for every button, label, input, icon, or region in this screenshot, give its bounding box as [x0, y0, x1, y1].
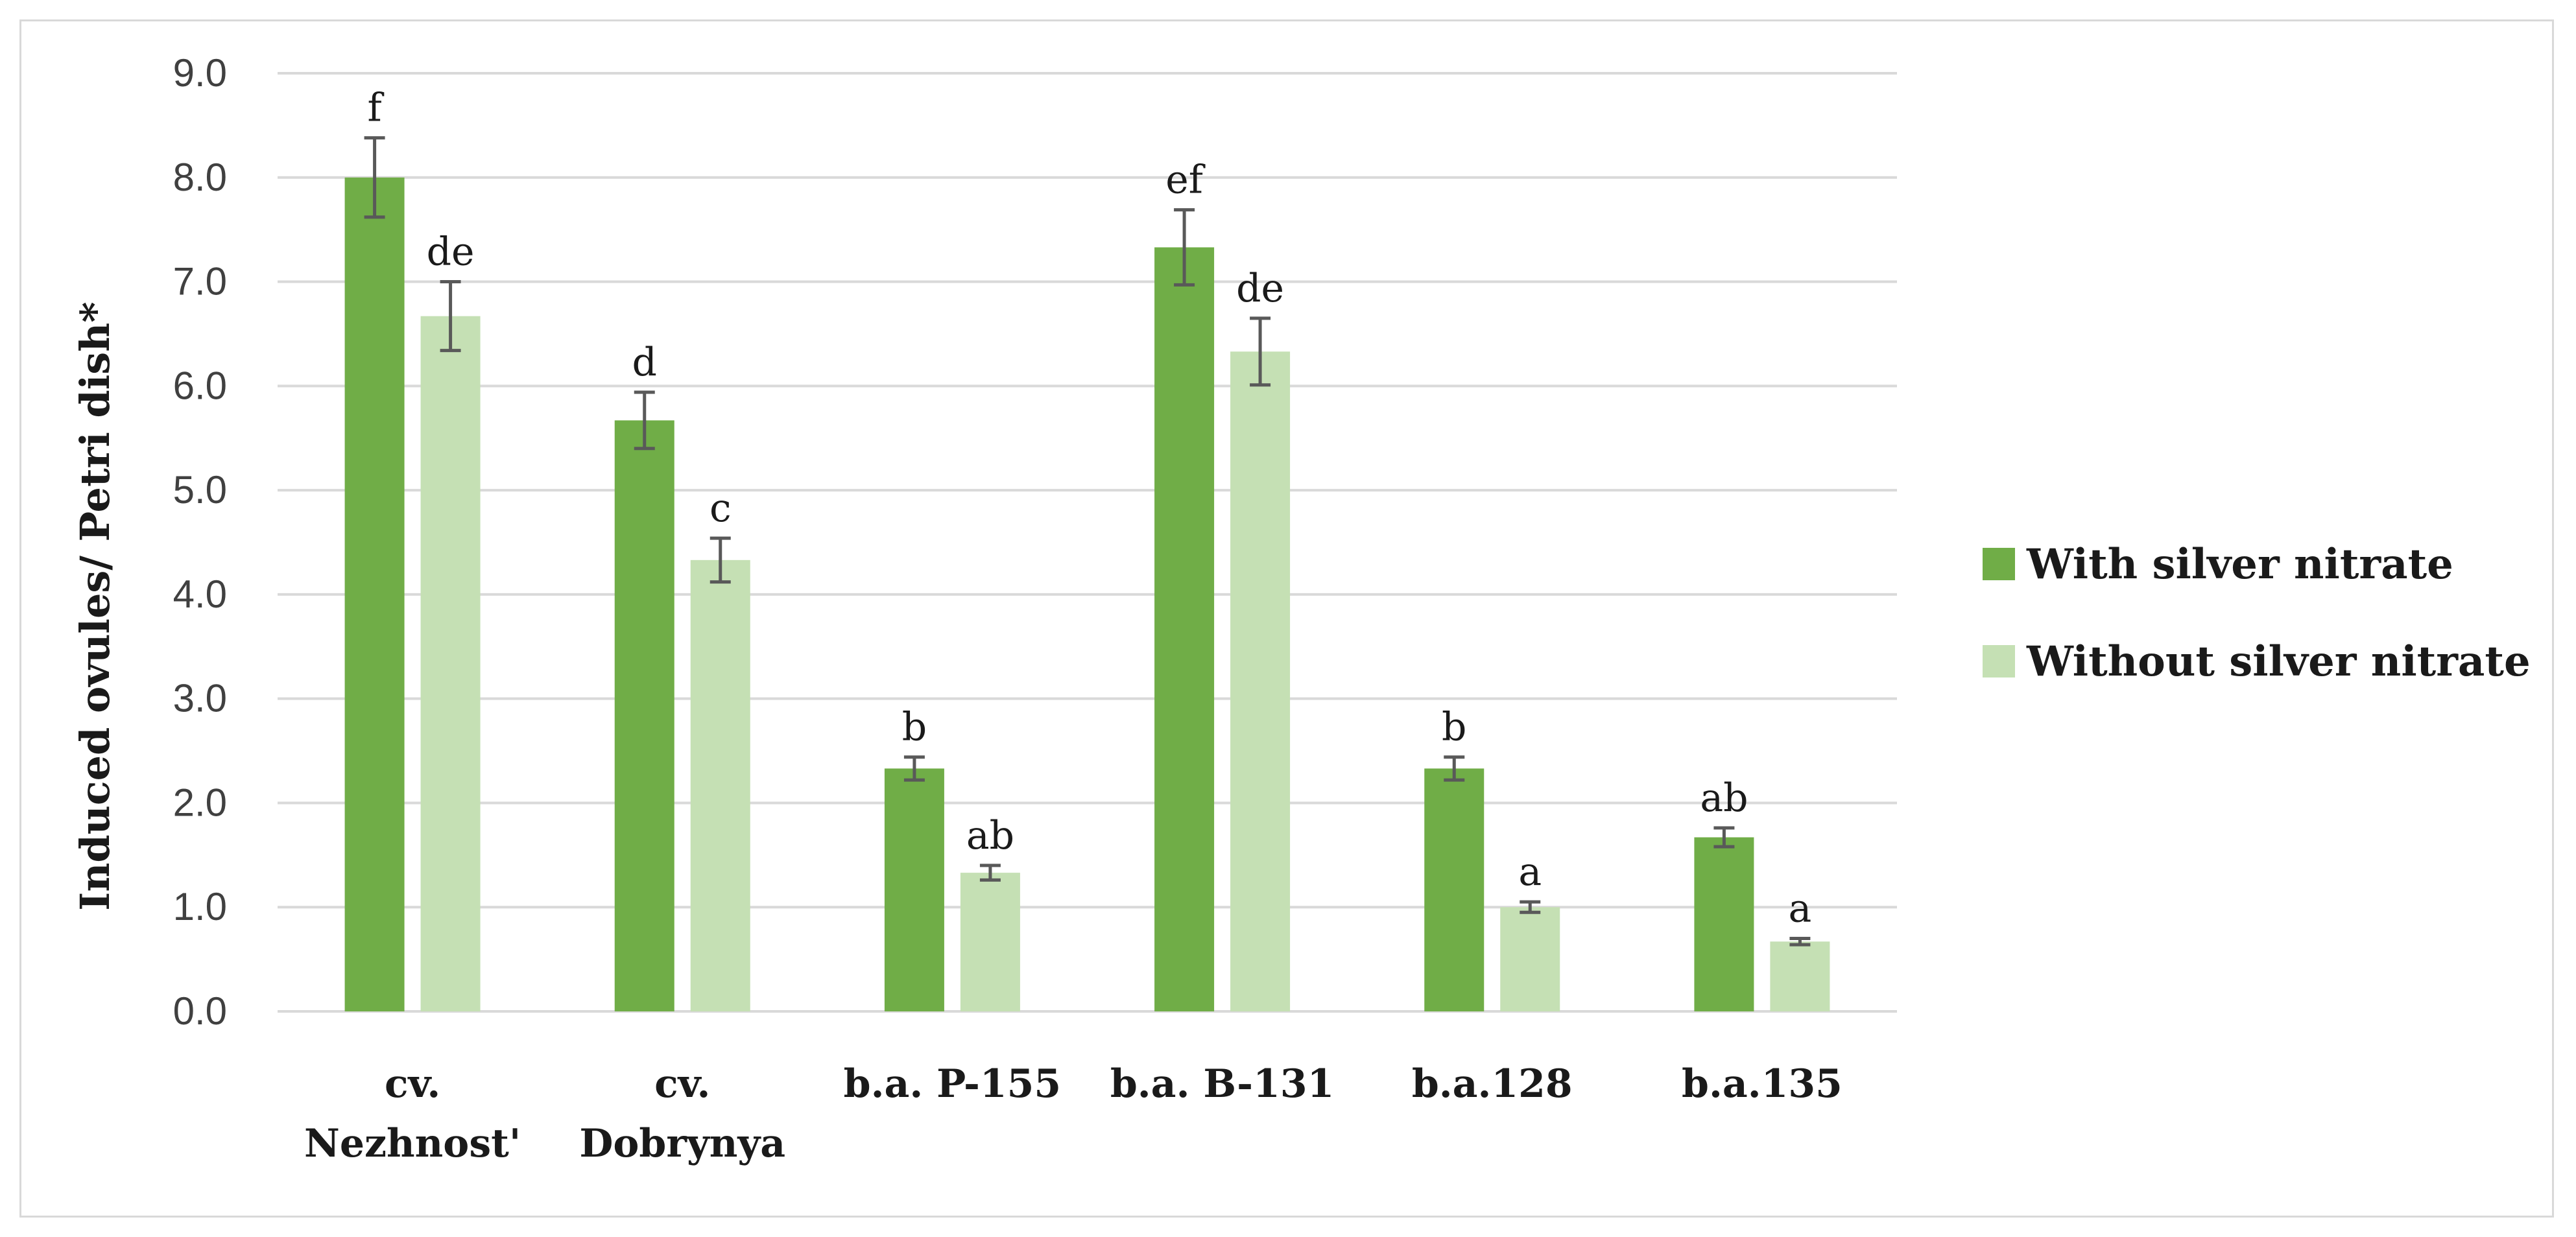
- error-bars: [364, 136, 1811, 947]
- error-bar: [634, 390, 655, 451]
- bar: [420, 316, 481, 1012]
- y-tick-label: 4.0: [173, 572, 227, 616]
- x-category-label: cv.: [654, 1061, 710, 1107]
- bar: [1230, 351, 1291, 1011]
- error-bar: [1250, 316, 1271, 387]
- significance-label: a: [1789, 886, 1812, 931]
- bar: [1154, 247, 1215, 1011]
- y-tick-label: 0.0: [173, 989, 227, 1033]
- significance-labels: f de d c b ab ef de b a ab a: [367, 86, 1811, 932]
- y-tick-label: 3.0: [173, 677, 227, 720]
- y-axis-ticks: 0.0 1.0 2.0 3.0 4.0 5.0 6.0 7.0 8.0 9.0: [173, 51, 227, 1033]
- bar: [1424, 768, 1485, 1011]
- error-bar: [1444, 755, 1465, 782]
- significance-label: b: [902, 705, 927, 750]
- y-tick-label: 9.0: [173, 51, 227, 95]
- error-bar: [364, 136, 385, 219]
- y-tick-label: 1.0: [173, 885, 227, 928]
- y-tick-label: 2.0: [173, 781, 227, 824]
- error-bar: [903, 755, 925, 782]
- legend-swatch: [1983, 548, 2015, 580]
- gridlines: [278, 72, 1897, 1013]
- x-category-label: b.a.135: [1682, 1061, 1843, 1107]
- error-bar: [979, 864, 1001, 882]
- bar: [1770, 941, 1830, 1011]
- x-category-label: b.a. B-131: [1110, 1061, 1334, 1107]
- y-tick-label: 6.0: [173, 364, 227, 407]
- y-tick-label: 5.0: [173, 468, 227, 512]
- error-bar: [1789, 936, 1811, 947]
- error-bar: [1174, 208, 1195, 287]
- significance-label: de: [427, 230, 475, 275]
- x-category-label: b.a. P-155: [844, 1061, 1061, 1107]
- significance-label: b: [1442, 705, 1466, 750]
- significance-label: ef: [1165, 158, 1206, 203]
- bar: [614, 420, 674, 1011]
- legend-label: Without silver nitrate: [2026, 637, 2531, 686]
- bars: [344, 177, 1830, 1012]
- bar: [884, 768, 944, 1011]
- bar: [690, 560, 750, 1011]
- significance-label: f: [367, 86, 384, 131]
- x-axis-categories: cv. Nezhnost' cv. Dobrynya b.a. P-155 b.a. B-…: [304, 1061, 1843, 1166]
- error-bar: [710, 536, 731, 584]
- significance-label: a: [1518, 849, 1542, 895]
- legend-label: With silver nitrate: [2026, 540, 2453, 589]
- legend-item: Without silver nitrate: [1983, 637, 2531, 686]
- significance-label: de: [1236, 266, 1284, 311]
- legend-item: With silver nitrate: [1983, 540, 2453, 589]
- y-axis-title: Induced ovules/ Petri dish*: [71, 301, 119, 910]
- significance-label: ab: [966, 813, 1014, 858]
- x-category-label: Dobrynya: [579, 1121, 785, 1166]
- y-tick-label: 8.0: [173, 156, 227, 199]
- significance-label: ab: [1700, 775, 1748, 821]
- error-bar: [1520, 900, 1541, 914]
- x-category-label: cv.: [385, 1061, 440, 1107]
- legend: With silver nitrate Without silver nitrat…: [1983, 540, 2531, 686]
- significance-label: c: [710, 486, 732, 531]
- error-bar: [440, 280, 461, 353]
- significance-label: d: [632, 340, 657, 385]
- x-category-label: Nezhnost': [304, 1121, 521, 1166]
- bar: [1500, 907, 1560, 1011]
- legend-swatch: [1983, 645, 2015, 677]
- x-category-label: b.a.128: [1412, 1061, 1573, 1107]
- y-tick-label: 7.0: [173, 260, 227, 303]
- bar: [1694, 837, 1754, 1011]
- error-bar: [1713, 826, 1735, 849]
- bar: [344, 177, 405, 1011]
- bar: [960, 873, 1020, 1011]
